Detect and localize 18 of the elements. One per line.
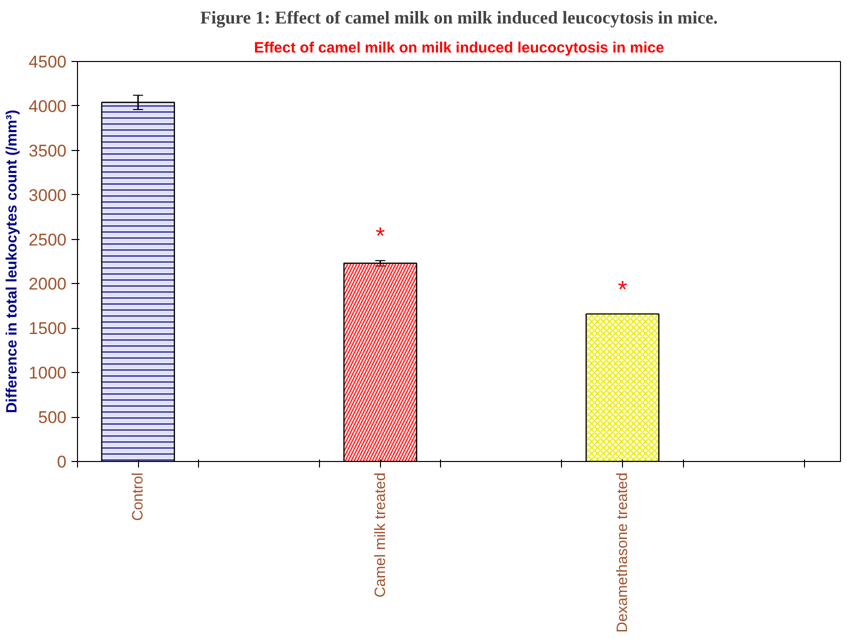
chart-title: Figure 1: Effect of camel milk on milk induced leucocytosis in mice. <box>200 8 718 28</box>
y-tick-label: 4000 <box>28 96 67 116</box>
y-tick-label: 3000 <box>28 186 67 205</box>
x-tick-label: Control <box>130 472 147 521</box>
y-tick-label: 1500 <box>28 319 67 338</box>
y-tick-label: 4500 <box>28 52 67 72</box>
y-tick-label: 1000 <box>28 364 67 383</box>
chart-subtitle: Effect of camel milk on milk induced leucocytosis in mice <box>254 40 664 56</box>
y-tick-label: 500 <box>38 408 67 428</box>
x-tick-label: Dexamethasone treated <box>614 472 631 633</box>
y-axis-title: Difference in total leukocytes count (/mm³) <box>4 110 21 414</box>
y-tick-label: 3500 <box>28 141 67 160</box>
annotation: * <box>376 223 385 250</box>
y-tick-label: 2000 <box>28 274 67 294</box>
x-tick-label: Camel milk treated <box>372 472 389 598</box>
y-tick-label: 2500 <box>28 230 67 250</box>
annotation: * <box>618 276 628 304</box>
y-tick-label: 0 <box>57 452 67 472</box>
